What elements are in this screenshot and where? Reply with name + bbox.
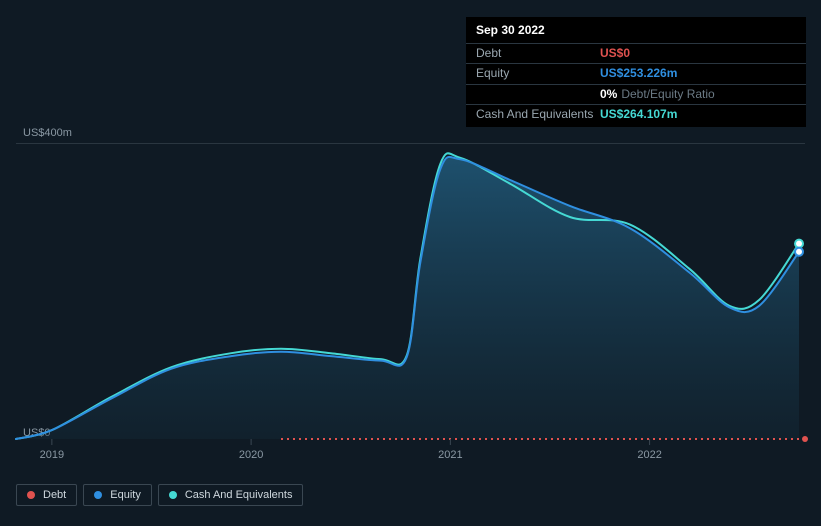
equity-dot-icon <box>94 491 102 499</box>
tooltip-date: Sep 30 2022 <box>466 23 806 43</box>
debt-dot-icon <box>27 491 35 499</box>
tooltip-row-label: Cash And Equivalents <box>476 107 600 123</box>
x-axis-label: 2022 <box>637 449 661 461</box>
cash-dot-icon <box>169 491 177 499</box>
legend-item-equity[interactable]: Equity <box>83 484 152 506</box>
tooltip-row-suffix: Debt/Equity Ratio <box>621 87 714 101</box>
hover-marker-cash <box>795 240 803 248</box>
tooltip-row-value: 0%Debt/Equity Ratio <box>600 87 715 103</box>
financials-chart: US$400mUS$02019202020212022Sep 30 2022De… <box>0 0 821 526</box>
tooltip-row-label: Equity <box>476 66 600 82</box>
tooltip-row-equity: EquityUS$253.226m <box>466 63 806 84</box>
tooltip-row-value: US$0 <box>600 46 630 62</box>
chart-tooltip: Sep 30 2022DebtUS$0EquityUS$253.226m0%De… <box>466 17 806 127</box>
chart-legend: Debt Equity Cash And Equivalents <box>16 484 303 506</box>
tooltip-row-value: US$253.226m <box>600 66 677 82</box>
tooltip-row-cash: Cash And EquivalentsUS$264.107m <box>466 104 806 125</box>
x-axis-label: 2021 <box>438 449 462 461</box>
equity-area <box>16 157 799 439</box>
hover-marker-equity <box>795 248 803 256</box>
legend-item-debt[interactable]: Debt <box>16 484 77 506</box>
tooltip-row-label <box>476 87 600 103</box>
x-axis-label: 2019 <box>40 449 64 461</box>
legend-item-label: Cash And Equivalents <box>185 489 293 501</box>
tooltip-row-debt: DebtUS$0 <box>466 43 806 64</box>
legend-item-label: Debt <box>43 489 66 501</box>
debt-end-marker <box>802 436 808 442</box>
tooltip-row-value: US$264.107m <box>600 107 677 123</box>
x-axis-label: 2020 <box>239 449 263 461</box>
legend-item-cash[interactable]: Cash And Equivalents <box>158 484 304 506</box>
tooltip-row-ratio: 0%Debt/Equity Ratio <box>466 84 806 105</box>
tooltip-row-label: Debt <box>476 46 600 62</box>
legend-item-label: Equity <box>110 489 141 501</box>
